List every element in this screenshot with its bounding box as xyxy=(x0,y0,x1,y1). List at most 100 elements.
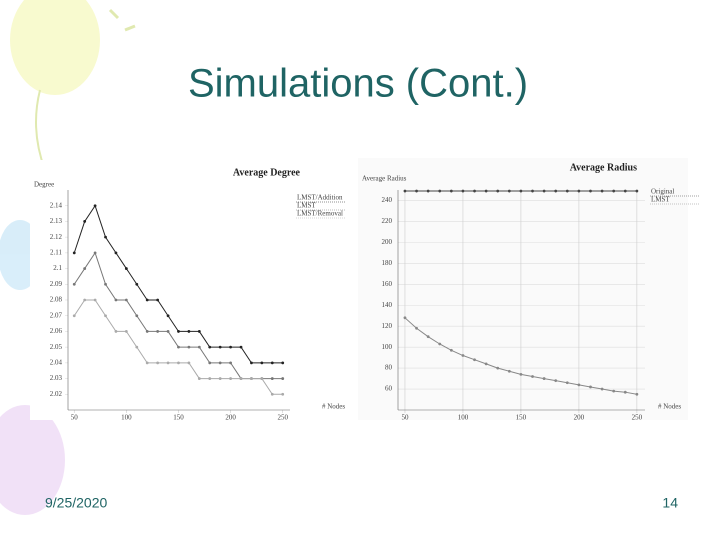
point xyxy=(623,390,627,394)
point xyxy=(197,330,201,333)
point xyxy=(72,251,76,255)
point xyxy=(135,345,139,349)
point xyxy=(612,389,616,393)
chart-area xyxy=(358,158,688,420)
point xyxy=(281,392,285,396)
point xyxy=(461,189,465,193)
point xyxy=(229,345,232,349)
point xyxy=(589,189,592,193)
chart-area xyxy=(30,160,350,420)
point xyxy=(484,189,488,193)
y-tick-label: 2.11 xyxy=(50,248,62,256)
point xyxy=(145,361,149,365)
point xyxy=(187,330,191,333)
point xyxy=(208,361,212,365)
point xyxy=(93,298,97,302)
point xyxy=(83,298,87,302)
point xyxy=(197,377,201,380)
point xyxy=(229,361,232,365)
point xyxy=(635,189,639,193)
point xyxy=(166,361,170,365)
point xyxy=(114,330,118,333)
y-tick-label: 2.13 xyxy=(50,217,63,225)
point xyxy=(135,282,139,286)
point xyxy=(449,348,453,352)
point xyxy=(197,345,201,349)
point xyxy=(496,366,500,370)
point xyxy=(403,189,407,193)
x-tick-label: 150 xyxy=(516,414,527,422)
point xyxy=(473,189,476,193)
point xyxy=(635,392,639,396)
point xyxy=(473,358,476,362)
point xyxy=(623,189,627,193)
point xyxy=(260,361,264,365)
y-tick-label: 2.12 xyxy=(50,233,63,241)
x-axis-label: # Nodes xyxy=(658,403,681,411)
point xyxy=(124,267,128,270)
x-tick-label: 100 xyxy=(458,414,469,422)
point xyxy=(239,377,243,380)
point xyxy=(187,361,191,365)
x-tick-label: 100 xyxy=(121,414,132,422)
x-tick-label: 250 xyxy=(277,414,288,422)
point xyxy=(415,326,418,330)
point xyxy=(426,335,430,339)
point xyxy=(519,372,523,376)
point xyxy=(531,189,534,193)
point xyxy=(208,377,212,380)
point xyxy=(93,251,97,255)
y-tick-label: 2.1 xyxy=(53,264,62,272)
point xyxy=(156,330,160,333)
point xyxy=(484,362,488,366)
point xyxy=(519,189,523,193)
x-tick-label: 50 xyxy=(71,414,79,422)
y-tick-label: 160 xyxy=(382,280,393,288)
chart-title: Average Radius xyxy=(570,162,637,173)
point xyxy=(403,316,407,320)
legend-label: Original xyxy=(651,188,674,196)
point xyxy=(145,298,149,302)
y-tick-label: 120 xyxy=(382,322,393,330)
x-tick-label: 200 xyxy=(574,414,585,422)
point xyxy=(177,330,180,333)
y-tick-label: 2.06 xyxy=(50,327,63,335)
point xyxy=(156,298,160,302)
decoration xyxy=(0,0,136,515)
point xyxy=(156,361,160,365)
point xyxy=(565,381,569,385)
point xyxy=(250,377,253,380)
legend-label: LMST/Removal xyxy=(297,210,343,218)
point xyxy=(166,330,170,333)
point xyxy=(83,220,87,223)
y-tick-label: 2.02 xyxy=(50,390,63,398)
point xyxy=(104,314,107,318)
point xyxy=(250,361,253,365)
point xyxy=(589,385,592,389)
point xyxy=(187,345,191,349)
point xyxy=(600,387,604,391)
point xyxy=(438,189,442,193)
point xyxy=(218,377,222,380)
y-tick-label: 200 xyxy=(382,238,393,246)
point xyxy=(166,314,170,318)
point xyxy=(83,267,87,270)
point xyxy=(218,361,222,365)
point xyxy=(507,189,511,193)
point xyxy=(72,282,76,286)
y-axis-label: Degree xyxy=(34,181,54,189)
point xyxy=(270,377,274,380)
y-tick-label: 2.08 xyxy=(50,296,63,304)
y-tick-label: 2.09 xyxy=(50,280,63,288)
point xyxy=(496,189,500,193)
point xyxy=(114,251,118,255)
point xyxy=(177,345,180,349)
point xyxy=(542,189,546,193)
point xyxy=(461,354,465,357)
y-tick-label: 2.14 xyxy=(50,201,63,209)
point xyxy=(208,345,212,349)
point xyxy=(554,189,558,193)
y-tick-label: 2.05 xyxy=(50,343,63,351)
